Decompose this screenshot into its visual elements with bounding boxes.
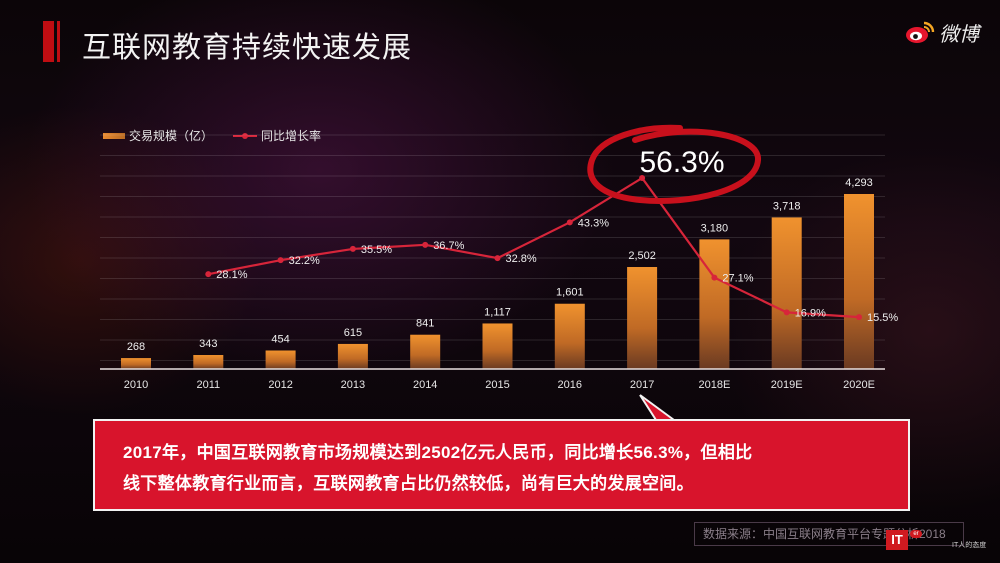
slide-title: 互联网教育持续快速发展 — [82, 32, 413, 64]
chart-legend: 交易规模（亿） 同比增长率 — [103, 127, 321, 144]
x-tick-label: 2017 — [630, 379, 654, 391]
bar — [627, 267, 658, 369]
ithome-logo-icon: IT — [886, 530, 908, 550]
growth-value-label: 28.1% — [216, 269, 247, 281]
highlight-value: 56.3% — [639, 146, 724, 179]
bar-value-label: 268 — [127, 341, 145, 353]
weibo-logo-icon — [906, 21, 935, 43]
x-axis-labels: 2010 2011 2012 2013 2014 2015 2016 2017 2018E 201… — [124, 379, 875, 391]
callout-text: 2017年，中国互联网教育市场规模达到2502亿元人民币，同比增长56.3%，但… — [123, 437, 888, 499]
bar-value-label: 1,117 — [484, 306, 511, 318]
bar — [410, 334, 441, 369]
growth-value-label: 43.3% — [578, 217, 609, 229]
growth-point — [639, 175, 646, 181]
growth-point — [783, 309, 790, 316]
x-tick-label: 2012 — [268, 379, 292, 391]
bar-series: 268 343 454 615 841 1,117 1,601 2,502 3,180 3,718… — [121, 177, 874, 369]
growth-point — [856, 314, 862, 321]
bar-value-label: 1,601 — [556, 287, 584, 299]
x-tick-label: 2020E — [843, 379, 875, 391]
growth-line-series: 28.1% 32.2% 35.5% 36.7% 32.8% 43.3% 27.1% 16.9%… — [205, 175, 898, 324]
combo-chart: 268 343 454 615 841 1,117 1,601 2,502 3,180 3,718… — [100, 124, 898, 391]
bar-value-label: 4,293 — [845, 177, 873, 189]
bar — [771, 217, 802, 369]
data-source-note: 数据来源：中国互联网教育平台专题分析2018 — [694, 522, 964, 546]
growth-line — [208, 176, 860, 319]
bar-value-label: 2,502 — [628, 250, 656, 262]
x-tick-label: 2018E — [698, 379, 730, 391]
bar — [844, 194, 874, 369]
bar — [337, 343, 368, 369]
bar-value-label: 3,180 — [701, 222, 729, 234]
x-tick-label: 2019E — [771, 379, 803, 391]
growth-point — [349, 245, 356, 252]
growth-point — [205, 271, 212, 278]
legend-line-swatch — [233, 132, 258, 139]
bar-value-label: 615 — [344, 327, 362, 339]
weibo-brand: 微博 — [905, 18, 979, 46]
growth-point — [566, 219, 573, 226]
callout-line-1: 2017年，中国互联网教育市场规模达到2502亿元人民币，同比增长56.3%，但… — [123, 443, 753, 462]
growth-value-label: 16.9% — [795, 307, 826, 319]
growth-point — [494, 255, 501, 262]
legend-line-label: 同比增长率 — [261, 129, 322, 143]
legend-bar-label: 交易规模（亿） — [129, 129, 214, 143]
x-tick-label: 2014 — [413, 379, 437, 391]
bar-value-label: 454 — [271, 333, 289, 345]
bar — [554, 303, 585, 369]
weibo-brand-text: 微博 — [939, 23, 979, 46]
growth-value-label: 27.1% — [722, 273, 753, 285]
x-tick-label: 2015 — [485, 379, 509, 391]
bar — [265, 350, 296, 369]
growth-point — [711, 274, 718, 281]
callout-line-2: 线下整体教育行业而言，互联网教育占比仍然较低，尚有巨大的发展空间。 — [123, 474, 694, 493]
x-tick-label: 2016 — [558, 379, 582, 391]
x-tick-label: 2013 — [341, 379, 365, 391]
callout-box: 2017年，中国互联网教育市场规模达到2502亿元人民币，同比增长56.3%，但… — [93, 419, 910, 511]
ithome-slogan: IT人的态度 — [952, 542, 987, 549]
bar — [121, 358, 151, 369]
bar-value-label: 3,718 — [773, 200, 801, 212]
ithome-tag: er — [910, 530, 922, 538]
legend-bar-swatch — [103, 132, 125, 139]
growth-value-label: 15.5% — [867, 312, 898, 324]
growth-value-label: 35.5% — [361, 244, 392, 256]
growth-value-label: 36.7% — [433, 240, 464, 252]
growth-point — [277, 257, 284, 264]
bar — [482, 323, 513, 369]
bar-value-label: 841 — [416, 318, 434, 330]
growth-point — [422, 241, 429, 248]
highlight-annotation: 56.3% — [587, 124, 761, 204]
x-tick-label: 2011 — [196, 379, 220, 391]
bar — [193, 355, 224, 369]
x-tick-label: 2010 — [124, 379, 148, 391]
growth-value-label: 32.2% — [289, 255, 320, 267]
callout-pointer — [639, 394, 675, 421]
growth-value-label: 32.8% — [506, 253, 537, 265]
title-accent-bar — [43, 21, 60, 62]
bar-value-label: 343 — [199, 338, 217, 350]
bar — [699, 239, 730, 369]
